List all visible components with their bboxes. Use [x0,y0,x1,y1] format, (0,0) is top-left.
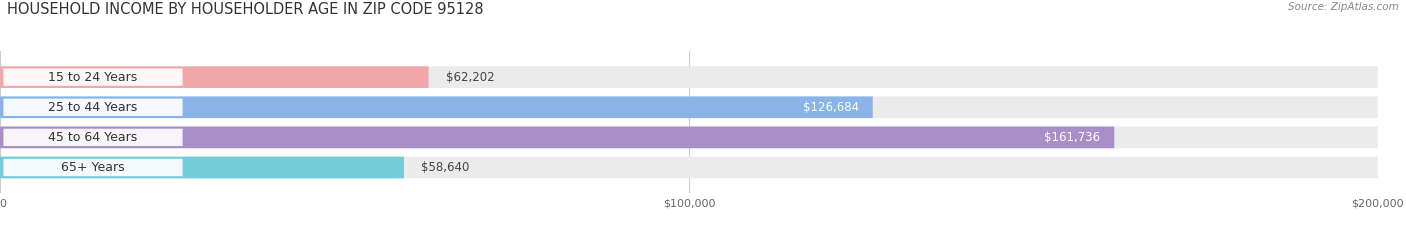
Text: $161,736: $161,736 [1045,131,1101,144]
FancyBboxPatch shape [0,157,404,178]
FancyBboxPatch shape [3,99,183,116]
Text: 15 to 24 Years: 15 to 24 Years [48,71,138,84]
FancyBboxPatch shape [3,129,183,146]
FancyBboxPatch shape [0,157,1378,178]
FancyBboxPatch shape [0,66,429,88]
Text: Source: ZipAtlas.com: Source: ZipAtlas.com [1288,2,1399,12]
Text: 65+ Years: 65+ Years [62,161,125,174]
Text: $62,202: $62,202 [446,71,495,84]
FancyBboxPatch shape [0,127,1115,148]
FancyBboxPatch shape [0,66,1378,88]
FancyBboxPatch shape [0,127,1378,148]
FancyBboxPatch shape [3,69,183,86]
FancyBboxPatch shape [0,96,873,118]
FancyBboxPatch shape [0,96,1378,118]
FancyBboxPatch shape [3,159,183,176]
Text: 45 to 64 Years: 45 to 64 Years [48,131,138,144]
Text: $126,684: $126,684 [803,101,859,114]
Text: HOUSEHOLD INCOME BY HOUSEHOLDER AGE IN ZIP CODE 95128: HOUSEHOLD INCOME BY HOUSEHOLDER AGE IN Z… [7,2,484,17]
Text: 25 to 44 Years: 25 to 44 Years [48,101,138,114]
Text: $58,640: $58,640 [422,161,470,174]
